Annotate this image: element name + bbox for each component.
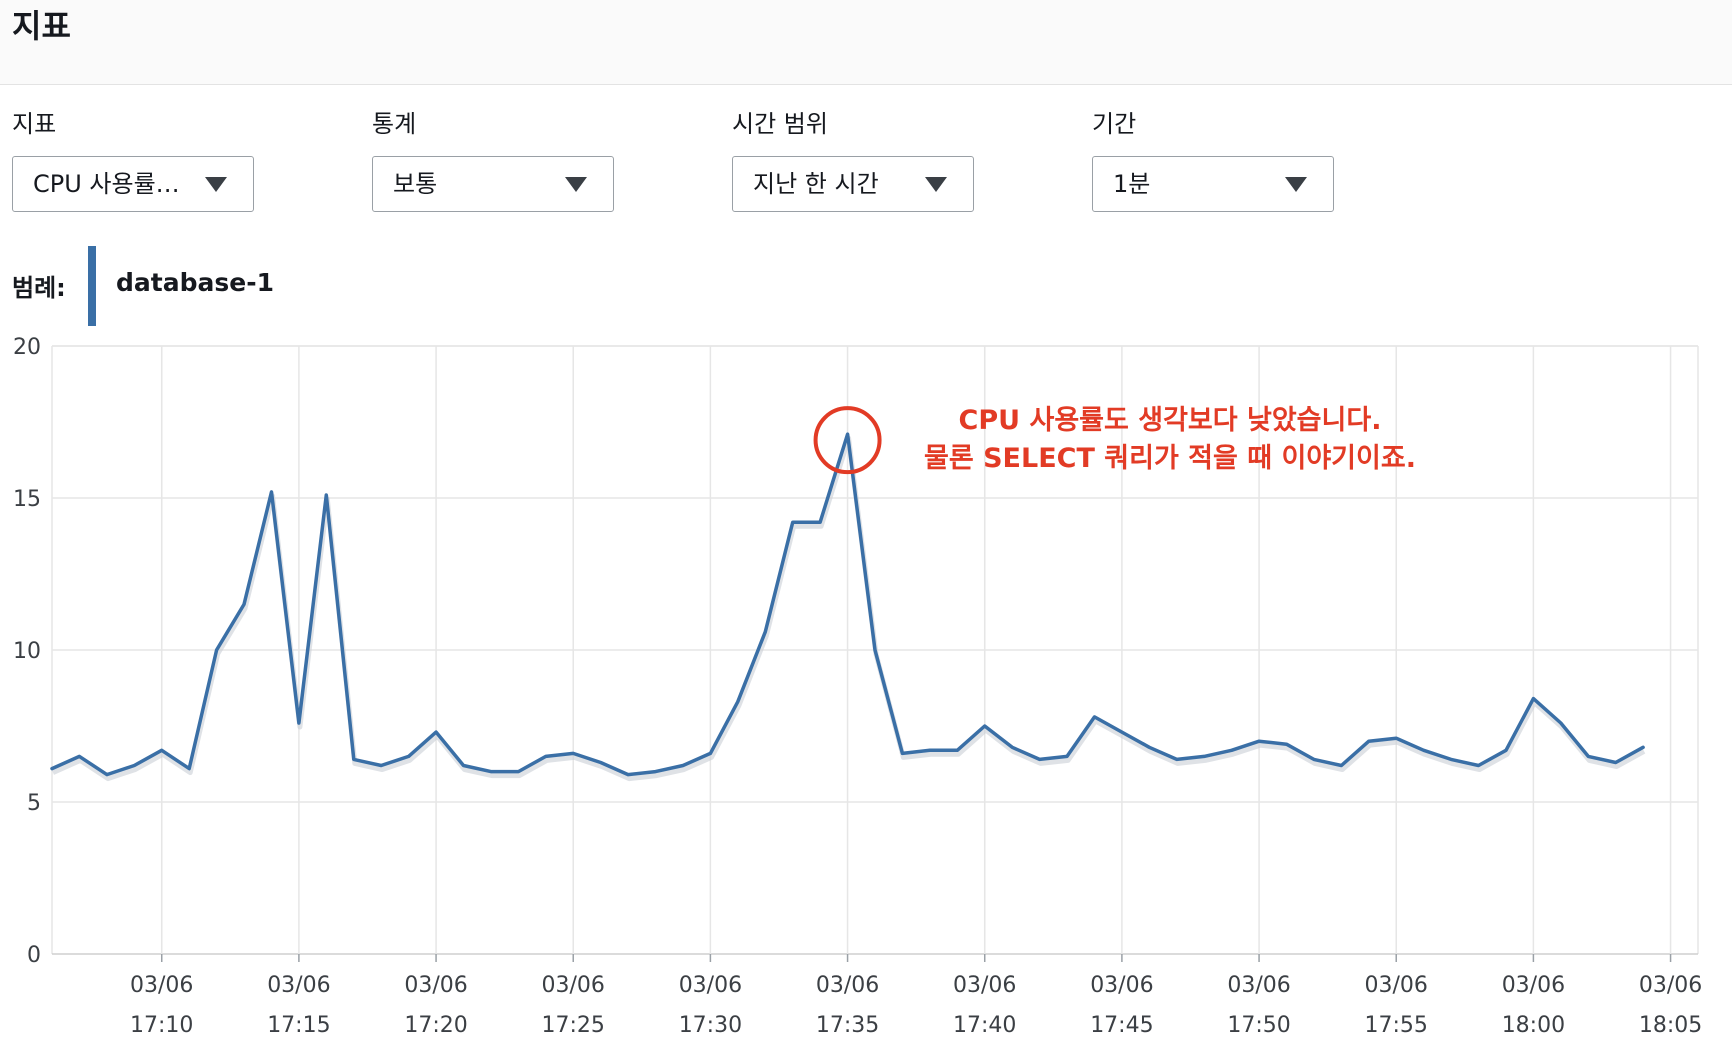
x-tick-label-time: 17:20	[404, 1013, 467, 1038]
y-tick-label: 10	[13, 639, 41, 664]
series-line-shadow	[51, 435, 1646, 782]
x-tick-label-time: 17:55	[1365, 1013, 1428, 1038]
page-header: 지표	[0, 0, 1732, 85]
time-range-control: 시간 범위 지난 한 시간	[732, 108, 978, 212]
x-tick-label-date: 03/06	[1365, 973, 1428, 998]
x-tick-label-date: 03/06	[1639, 973, 1702, 998]
x-tick-label-date: 03/06	[130, 973, 193, 998]
annotation-text: CPU 사용률도 생각보다 낮았습니다. 물론 SELECT 쿼리가 적을 때 …	[860, 402, 1480, 478]
x-tick-label-time: 18:00	[1502, 1013, 1565, 1038]
series-line-database-1	[50, 432, 1645, 777]
cpu-line-chart: 0 5 10 15 20 03/06 17:10 03/06 17:15 03/06 17:20 03…	[13, 335, 1702, 1038]
statistic-select[interactable]: 보통	[372, 156, 614, 212]
x-tick-label-date: 03/06	[1227, 973, 1290, 998]
time-range-select[interactable]: 지난 한 시간	[732, 156, 974, 212]
time-range-label: 시간 범위	[732, 110, 828, 138]
y-tick-label: 5	[27, 791, 41, 816]
x-tick-label-date: 03/06	[267, 973, 330, 998]
x-tick-label-date: 03/06	[542, 973, 605, 998]
peak-highlight-circle	[813, 406, 882, 475]
x-tick-label-date: 03/06	[1502, 973, 1565, 998]
period-value: 1분	[1113, 170, 1151, 198]
x-tick-label-time: 17:10	[130, 1013, 193, 1038]
legend-title: 범례:	[12, 274, 66, 302]
y-tick-label: 0	[27, 943, 41, 968]
period-control: 기간 1분	[1092, 108, 1338, 212]
metric-select[interactable]: CPU 사용률…	[12, 156, 254, 212]
annotation-line-1: CPU 사용률도 생각보다 낮았습니다.	[958, 405, 1382, 436]
x-tick-label-time: 17:50	[1227, 1013, 1290, 1038]
x-tick-label-time: 17:15	[267, 1013, 330, 1038]
statistic-value: 보통	[393, 170, 438, 198]
legend-series-name[interactable]: database-1	[116, 268, 274, 297]
caret-down-icon	[565, 177, 587, 192]
x-tick-label-date: 03/06	[953, 973, 1016, 998]
x-tick-label-time: 17:45	[1090, 1013, 1153, 1038]
x-tick-label-time: 17:30	[679, 1013, 742, 1038]
period-label: 기간	[1092, 110, 1137, 138]
time-range-value: 지난 한 시간	[753, 170, 879, 198]
annotation-line-2: 물론 SELECT 쿼리가 적을 때 이야기이죠.	[924, 443, 1416, 474]
y-tick-label: 20	[13, 335, 41, 360]
caret-down-icon	[1285, 177, 1307, 192]
period-select[interactable]: 1분	[1092, 156, 1334, 212]
legend-swatch	[88, 246, 96, 326]
x-tick-label-date: 03/06	[679, 973, 742, 998]
caret-down-icon	[925, 177, 947, 192]
x-tick-label-date: 03/06	[816, 973, 879, 998]
caret-down-icon	[205, 177, 227, 192]
metric-value: CPU 사용률…	[33, 170, 180, 198]
page-title: 지표	[12, 7, 71, 45]
x-tick-label-time: 17:35	[816, 1013, 879, 1038]
metric-label: 지표	[12, 110, 57, 138]
x-tick-label-time: 18:05	[1639, 1013, 1702, 1038]
x-tick-label-date: 03/06	[404, 973, 467, 998]
x-tick-label-date: 03/06	[1090, 973, 1153, 998]
y-tick-label: 15	[13, 487, 41, 512]
statistic-label: 통계	[372, 110, 417, 138]
x-tick-label-time: 17:25	[542, 1013, 605, 1038]
metric-control: 지표 CPU 사용률…	[12, 108, 258, 212]
statistic-control: 통계 보통	[372, 108, 618, 212]
x-tick-label-time: 17:40	[953, 1013, 1016, 1038]
